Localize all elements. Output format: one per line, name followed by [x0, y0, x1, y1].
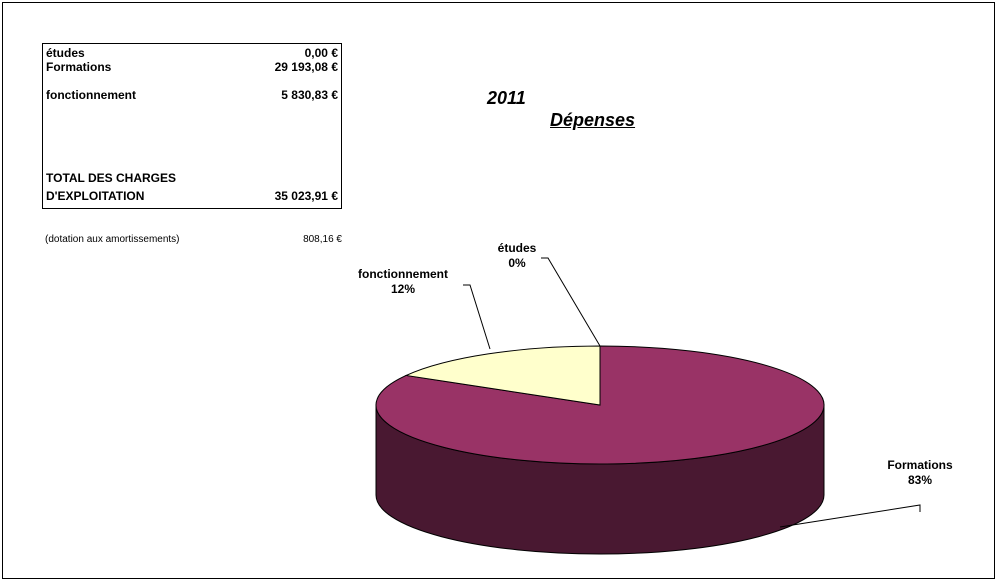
note-value: 808,16 €: [303, 234, 342, 245]
slice-label-Formations: Formations: [887, 458, 953, 472]
chart-title: Dépenses: [550, 110, 636, 130]
pie-slice-fonctionnement: [404, 345, 601, 406]
chart-year: 2011: [487, 88, 526, 108]
row-value: 29 193,08 €: [274, 60, 338, 74]
leader-line-études: [541, 257, 601, 347]
slice-percent-fonctionnement: 12%: [391, 282, 415, 296]
slice-percent-Formations: 83%: [908, 473, 932, 487]
row-value: 0,00 €: [304, 46, 338, 60]
expense-summary-table: études 0,00 € Formations 29 193,08 € fon…: [42, 43, 342, 209]
total-label-line-1: TOTAL DES CHARGES: [46, 171, 177, 185]
note-label: (dotation aux amortissements): [45, 234, 180, 245]
row-label: études: [46, 46, 85, 60]
slice-label-études: études: [498, 241, 537, 255]
row-value: 5 830,83 €: [281, 88, 338, 102]
row-label: Formations: [46, 60, 112, 74]
total-label-line-2: D'EXPLOITATION: [46, 189, 145, 203]
total-value: 35 023,91 €: [274, 189, 338, 203]
row-label: fonctionnement: [46, 88, 136, 102]
leader-line-Formations: [779, 504, 921, 528]
slice-label-fonctionnement: fonctionnement: [358, 267, 448, 281]
slice-percent-études: 0%: [508, 256, 526, 270]
leader-line-fonctionnement: [463, 284, 491, 350]
